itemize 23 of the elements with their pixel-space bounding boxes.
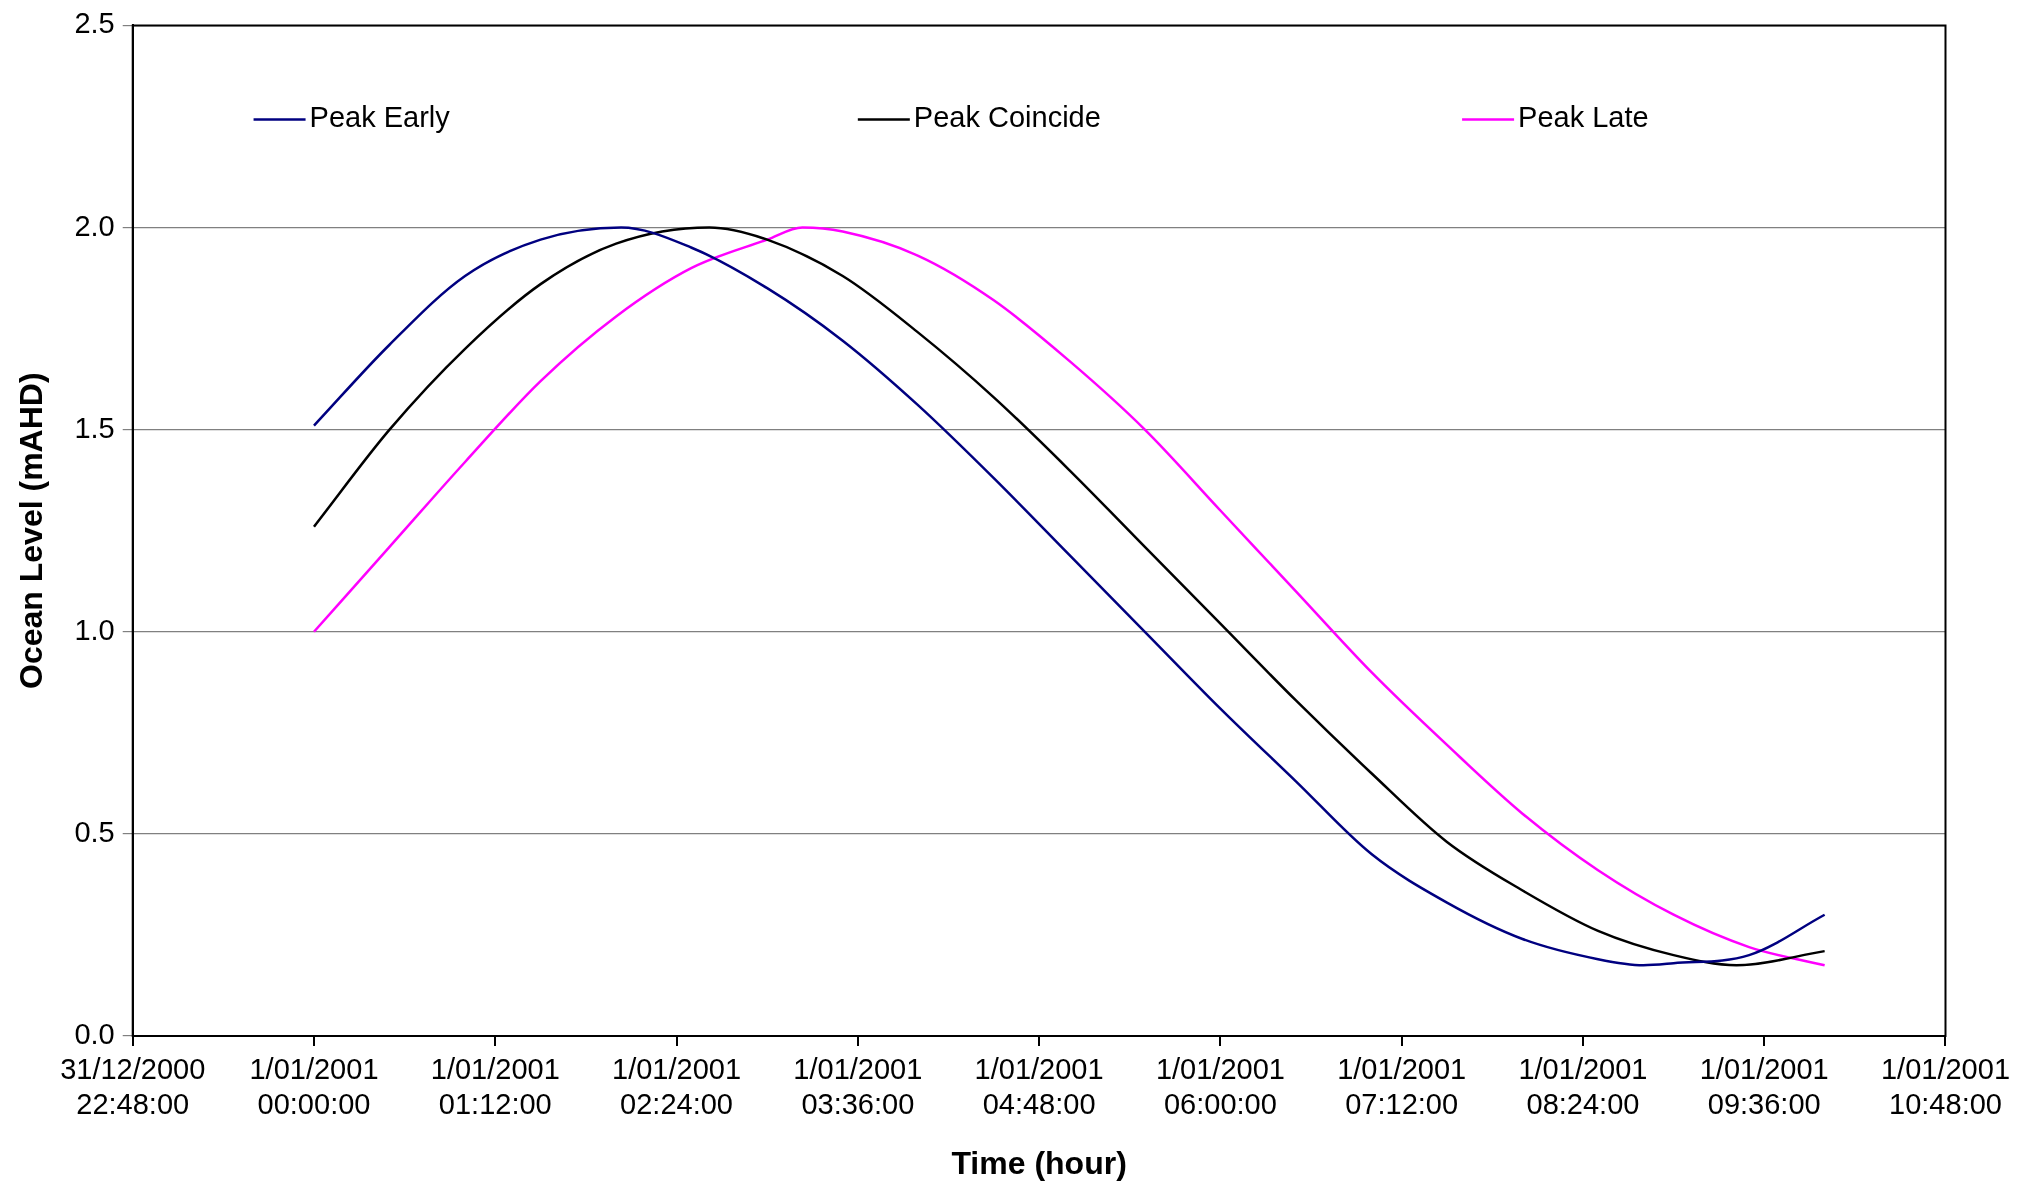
legend-label: Peak Early <box>309 101 451 134</box>
legend-label: Peak Late <box>1518 101 1649 134</box>
x-tick-label: 31/12/2000 22:48:00 <box>60 1053 206 1121</box>
x-axis-title: Time (hour) <box>951 1144 1127 1181</box>
y-axis-title: Ocean Level (mAHD) <box>13 372 50 689</box>
legend-label: Peak Coincide <box>913 101 1101 134</box>
x-tick-label: 1/01/2001 00:00:00 <box>249 1053 379 1121</box>
x-tick-label: 1/01/2001 08:24:00 <box>1518 1053 1648 1121</box>
y-tick-label: 0.5 <box>74 815 115 848</box>
x-tick-label: 1/01/2001 09:36:00 <box>1699 1053 1829 1121</box>
y-tick-label: 0.0 <box>74 1018 115 1050</box>
y-tick-label: 1.0 <box>74 613 115 646</box>
y-tick-label: 1.5 <box>74 411 115 444</box>
x-tick-label: 1/01/2001 01:12:00 <box>430 1053 560 1121</box>
y-tick-label: 2.0 <box>74 209 115 242</box>
x-tick-label: 1/01/2001 02:24:00 <box>612 1053 742 1121</box>
x-tick-label: 1/01/2001 07:12:00 <box>1337 1053 1467 1121</box>
x-tick-label: 1/01/2001 06:00:00 <box>1155 1053 1285 1121</box>
y-tick-label: 2.5 <box>74 7 115 40</box>
x-tick-label: 1/01/2001 03:36:00 <box>793 1053 923 1121</box>
x-tick-label: 1/01/2001 04:48:00 <box>974 1053 1104 1121</box>
line-series <box>312 226 1826 967</box>
x-tick-label: 1/01/2001 10:48:00 <box>1880 1053 2010 1121</box>
